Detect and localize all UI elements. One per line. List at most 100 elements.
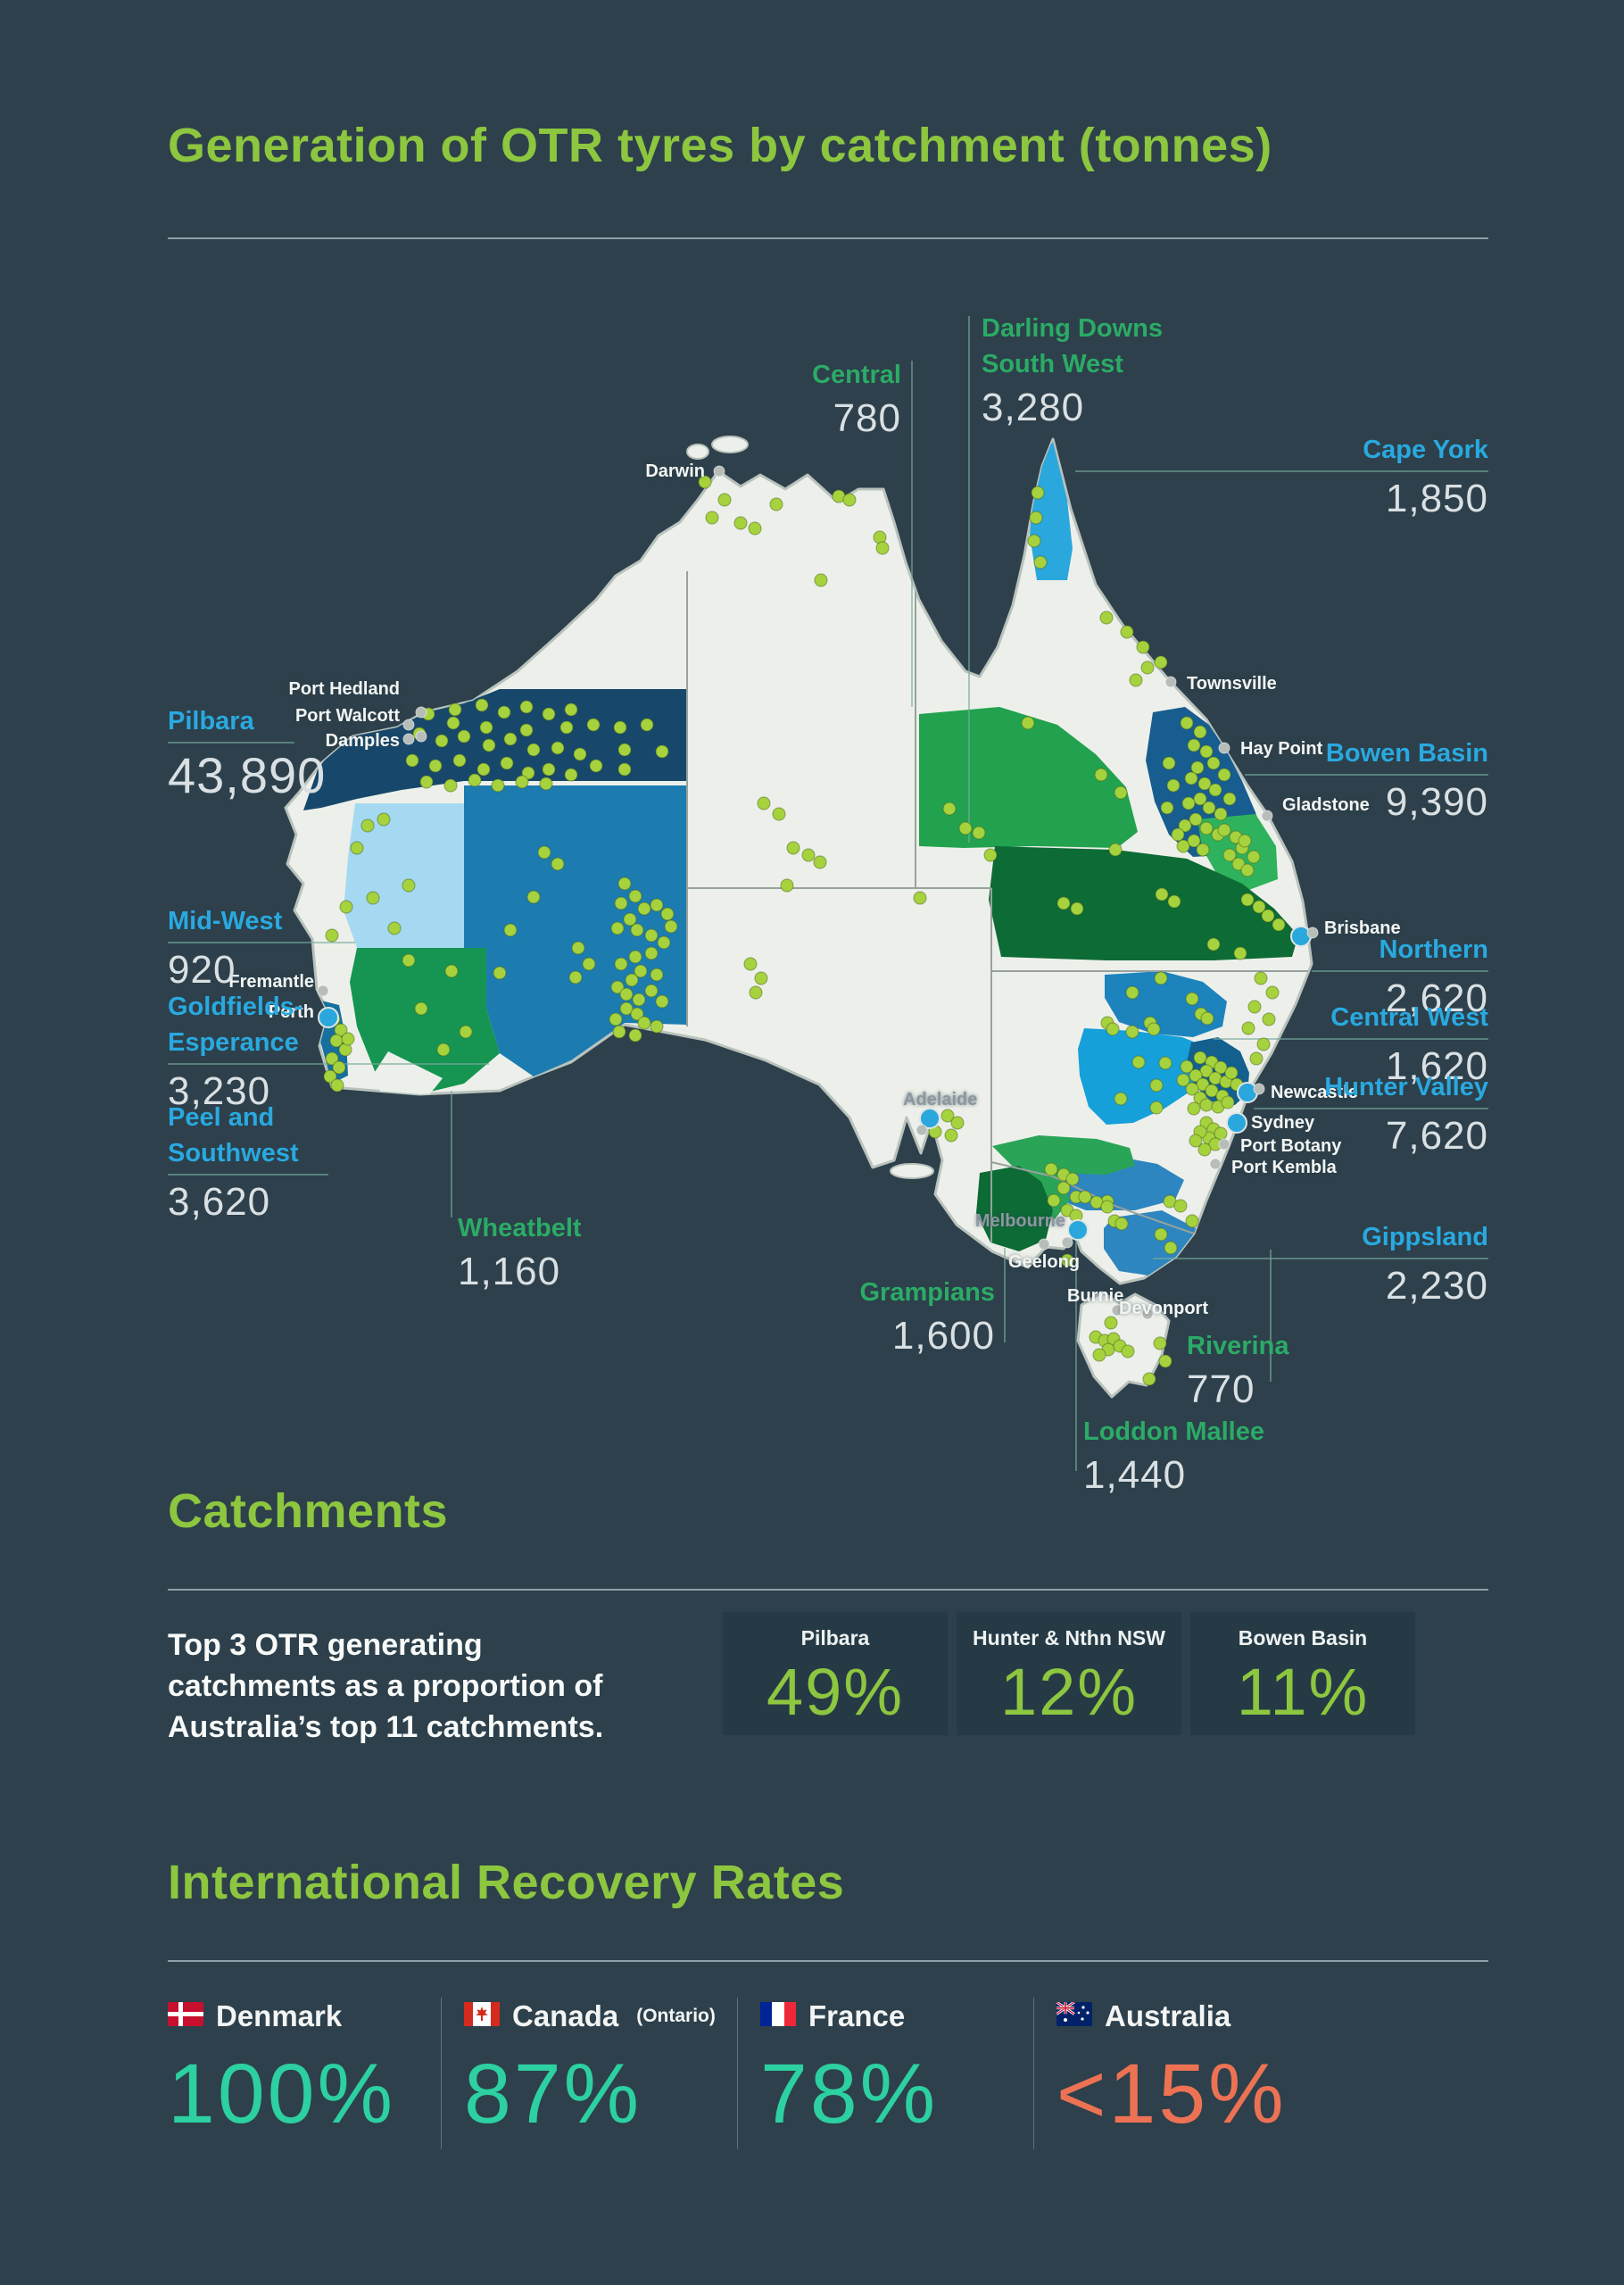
site-dot: [1185, 1214, 1199, 1228]
site-dot: [448, 702, 462, 717]
catchment-label-goldfields-esperance: Goldfields- Esperance 3,230: [168, 989, 302, 1112]
site-dot: [814, 573, 828, 587]
site-dot: [1164, 1241, 1178, 1255]
site-dot: [1180, 716, 1194, 730]
city-port-dot-burnie: [1111, 1304, 1123, 1317]
catchment-label-bowen-basin: Bowen Basin 9,390: [1326, 735, 1488, 823]
site-dot: [402, 953, 416, 968]
catchments-heading: Catchments: [168, 1484, 449, 1538]
site-dot: [1078, 1190, 1092, 1204]
region-central-west: [1078, 1028, 1209, 1125]
site-dot: [475, 698, 489, 712]
city-port-dot-brisbane: [1306, 926, 1319, 939]
site-dot: [1252, 900, 1266, 914]
city-port-dot-port-kembla: [1209, 1158, 1222, 1170]
country-name: Canada: [512, 1999, 619, 2032]
catchment-name: Loddon Mallee: [1083, 1417, 1264, 1446]
site-dot: [1154, 655, 1168, 669]
catchment-value: 9,390: [1385, 780, 1488, 824]
site-dot: [1199, 744, 1214, 759]
site-dot: [1187, 738, 1201, 752]
recovery-separator: [1033, 1998, 1034, 2149]
site-dot: [1202, 801, 1216, 815]
site-dot: [1187, 834, 1201, 848]
site-dot: [958, 821, 973, 835]
site-dot: [1187, 1101, 1201, 1116]
site-dot: [1193, 792, 1207, 806]
site-dot: [1147, 1022, 1161, 1036]
region-grampians: [976, 1166, 1053, 1251]
city-label-damples: Damples: [326, 731, 400, 751]
site-dot: [1184, 771, 1198, 785]
site-dot: [950, 1116, 965, 1130]
site-dot: [542, 707, 556, 721]
site-dot: [503, 923, 518, 937]
catchment-name: Mid-West: [168, 907, 283, 935]
site-dot: [526, 743, 541, 757]
site-dot: [769, 497, 783, 511]
site-dot: [1190, 760, 1205, 775]
site-dot: [614, 957, 628, 971]
site-dot: [339, 900, 353, 914]
australia-flag-icon: [1056, 2000, 1092, 2031]
site-dot: [586, 718, 601, 732]
site-dot: [749, 985, 763, 1000]
top3-description-line: catchments as a proportion of: [168, 1669, 603, 1703]
site-dot: [568, 970, 583, 985]
site-dot: [482, 738, 496, 752]
catchment-name: South West: [982, 350, 1123, 378]
catchment-value: 1,160: [458, 1250, 561, 1293]
site-dot: [330, 1078, 344, 1093]
site-dot: [405, 753, 419, 768]
recovery-rate: 78%: [760, 2047, 939, 2141]
site-dot: [644, 946, 659, 960]
site-dot: [1261, 909, 1275, 923]
page-title: Generation of OTR tyres by catchment (to…: [168, 119, 1272, 172]
site-dot: [628, 889, 642, 903]
city-port-dot-adelaide: [919, 1108, 940, 1129]
site-dot: [1047, 1193, 1061, 1208]
site-dot: [414, 1001, 428, 1016]
island: [890, 1163, 934, 1179]
city-label-burnie: Burnie: [1067, 1286, 1123, 1306]
city-label-sydney: Sydney: [1251, 1113, 1315, 1133]
recovery-divider: [168, 1960, 1488, 1962]
recovery-heading: International Recovery Rates: [168, 1856, 845, 1909]
site-dot: [1140, 661, 1155, 675]
site-dot: [1197, 1142, 1212, 1157]
site-dot: [637, 902, 651, 916]
site-dot: [1247, 850, 1261, 864]
stat-value: 11%: [1236, 1655, 1370, 1729]
site-dot: [459, 1025, 473, 1039]
site-dot: [493, 966, 507, 980]
city-label-brisbane: Brisbane: [1324, 918, 1401, 938]
canada-flag-icon: [464, 2002, 500, 2031]
city-label-adelaide: Adelaide: [903, 1090, 977, 1109]
stat-label: Bowen Basin: [1238, 1626, 1368, 1649]
site-dot: [1056, 1181, 1071, 1195]
leader-lines: [168, 316, 1488, 1471]
country-name: Denmark: [216, 1999, 343, 2032]
site-dot: [655, 994, 669, 1009]
site-dot: [1241, 1021, 1255, 1035]
recovery-rate: 100%: [168, 2047, 395, 2141]
stat-value: 49%: [766, 1655, 905, 1729]
catchment-label-pilbara: Pilbara 43,890: [168, 703, 326, 802]
site-dot: [1029, 511, 1043, 525]
site-dot: [1056, 896, 1071, 910]
site-dot: [1240, 893, 1255, 907]
catchment-value: 2,620: [1385, 976, 1488, 1020]
catchment-value: 1,620: [1385, 1044, 1488, 1088]
stat-label: Pilbara: [800, 1626, 870, 1649]
site-dot: [617, 743, 632, 757]
site-dot: [1200, 1011, 1214, 1026]
top3-description-line: Top 3 OTR generating: [168, 1628, 483, 1662]
city-label-newcastle: Newcastle: [1271, 1083, 1358, 1102]
site-dot: [1090, 1195, 1104, 1209]
catchment-label-cape-york: Cape York 1,850: [1363, 432, 1488, 519]
site-dot: [1180, 1059, 1194, 1074]
site-dot: [1153, 1336, 1167, 1350]
site-dot: [1176, 839, 1190, 853]
catchment-label-grampians: Grampians 1,600: [860, 1275, 996, 1357]
site-dot: [435, 734, 449, 748]
